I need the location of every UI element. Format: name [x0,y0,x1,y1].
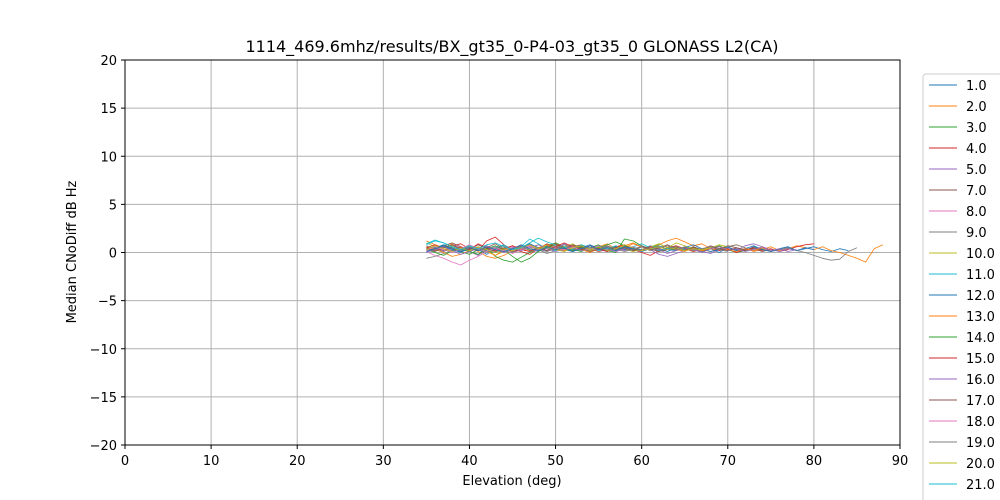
x-axis-ticks: 0 10 20 30 40 50 60 70 80 90 [121,445,908,469]
series-layer [426,236,883,266]
x-tick-label: 60 [633,454,650,469]
y-tick-label: −20 [90,439,117,454]
legend-label: 14.0 [966,331,995,346]
legend-label: 12.0 [966,289,995,304]
x-tick-label: 50 [547,454,564,469]
x-tick-label: 30 [375,454,392,469]
legend-label: 18.0 [966,415,995,430]
legend-label: 4.0 [966,142,987,157]
legend-item: 20.0 [929,457,995,472]
y-tick-label: 10 [100,150,117,165]
series-line-12-0 [426,243,814,253]
series-line-22-0 [426,244,642,253]
legend-item: 7.0 [929,184,987,199]
x-tick-label: 90 [892,454,909,469]
y-tick-label: −5 [98,295,117,310]
legend-label: 9.0 [966,226,987,241]
legend-label: 13.0 [966,310,995,325]
legend-item: 18.0 [929,415,995,430]
legend-item: 14.0 [929,331,995,346]
legend-label: 3.0 [966,121,987,136]
y-tick-label: 20 [100,54,117,69]
legend-label: 5.0 [966,163,987,178]
legend-item: 4.0 [929,142,987,157]
legend-label: 19.0 [966,436,995,451]
legend-label: 11.0 [966,268,995,283]
legend-label: 21.0 [966,478,995,493]
chart-title: 1114_469.6mhz/results/BX_gt35_0-P4-03_gt… [245,37,778,57]
y-axis-ticks: −20 −15 −10 −5 0 5 10 15 20 [90,54,125,454]
y-tick-label: 0 [109,247,117,262]
legend-item: 9.0 [929,226,987,241]
y-tick-label: 5 [109,198,117,213]
legend-item: 3.0 [929,121,987,136]
legend-label: 10.0 [966,247,995,262]
legend-item: 12.0 [929,289,995,304]
x-tick-label: 80 [806,454,823,469]
y-tick-label: −15 [90,391,117,406]
legend-item: 11.0 [929,268,995,283]
legend-label: 16.0 [966,373,995,388]
x-tick-label: 20 [289,454,306,469]
legend-item: 2.0 [929,100,987,115]
x-tick-label: 40 [461,454,478,469]
legend-item: 1.0 [929,79,987,94]
legend-item: 8.0 [929,205,987,220]
x-axis-label: Elevation (deg) [462,474,561,489]
legend-item: 17.0 [929,394,995,409]
legend-item: 13.0 [929,310,995,325]
legend-label: 8.0 [966,205,987,220]
legend-item: 19.0 [929,436,995,451]
legend-label: 7.0 [966,184,987,199]
legend-label: 20.0 [966,457,995,472]
y-tick-label: −10 [90,343,117,358]
series-line-4-0 [426,236,814,256]
series-line-21-0 [426,237,556,251]
legend-item: 5.0 [929,163,987,178]
legend-label: 15.0 [966,352,995,367]
series-line-16-0 [426,244,797,255]
legend-item: 15.0 [929,352,995,367]
legend-label: 1.0 [966,79,987,94]
x-tick-label: 70 [720,454,737,469]
legend-label: 17.0 [966,394,995,409]
legend-item: 21.0 [929,478,995,493]
legend-label: 2.0 [966,100,987,115]
y-tick-label: 15 [100,102,117,117]
legend-box [922,73,1000,500]
legend-item: 10.0 [929,247,995,262]
legend: 1.0 2.0 3.0 4.0 5.0 7.0 8.0 9.0 10.0 11.0 12.0 13.0… [922,73,1000,500]
plot-area: 0 10 20 30 40 50 60 70 80 90 −20 −15 −10 −5 0 5 10 15 20 [90,54,909,469]
series-line-19-0 [426,244,728,253]
x-tick-label: 10 [203,454,220,469]
y-axis-label: Median CNoDiff dB Hz [65,180,80,323]
x-tick-label: 0 [121,454,129,469]
legend-item: 16.0 [929,373,995,388]
